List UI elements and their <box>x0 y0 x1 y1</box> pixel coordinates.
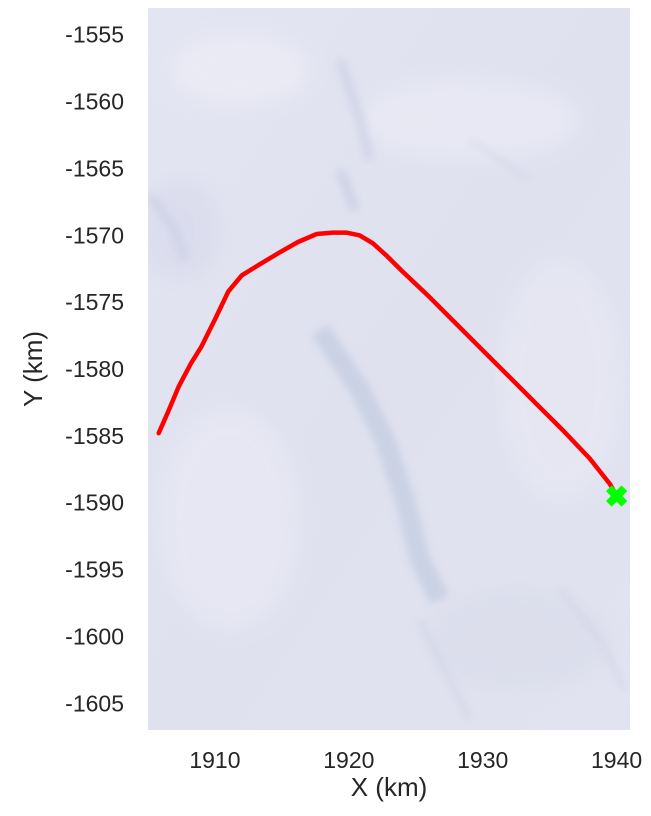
x-tick-label: 1930 <box>457 747 508 773</box>
y-tick-label: -1605 <box>65 690 124 716</box>
y-tick-label: -1575 <box>65 289 124 315</box>
x-axis-label: X (km) <box>351 772 428 802</box>
y-tick-label: -1565 <box>65 155 124 181</box>
y-tick-label: -1560 <box>65 89 124 115</box>
x-tick-label: 1940 <box>591 747 642 773</box>
y-axis-ticks: -1555 -1560 -1565 -1570 -1575 -1580 -1585 -1590… <box>65 22 124 717</box>
x-tick-label: 1910 <box>189 747 240 773</box>
x-tick-label: 1920 <box>323 747 374 773</box>
end-point-marker <box>606 485 628 507</box>
y-tick-label: -1600 <box>65 623 124 649</box>
y-axis-label: Y (km) <box>18 331 48 407</box>
ice-imagery-background <box>148 8 630 730</box>
x-axis-ticks: 1910 1920 1930 1940 <box>189 747 642 773</box>
y-tick-label: -1555 <box>65 22 124 48</box>
y-tick-label: -1595 <box>65 557 124 583</box>
track-line <box>156 230 619 499</box>
series-layer <box>156 230 628 507</box>
y-tick-label: -1570 <box>65 222 124 248</box>
y-tick-label: -1580 <box>65 356 124 382</box>
y-tick-label: -1585 <box>65 423 124 449</box>
y-tick-label: -1590 <box>65 490 124 516</box>
